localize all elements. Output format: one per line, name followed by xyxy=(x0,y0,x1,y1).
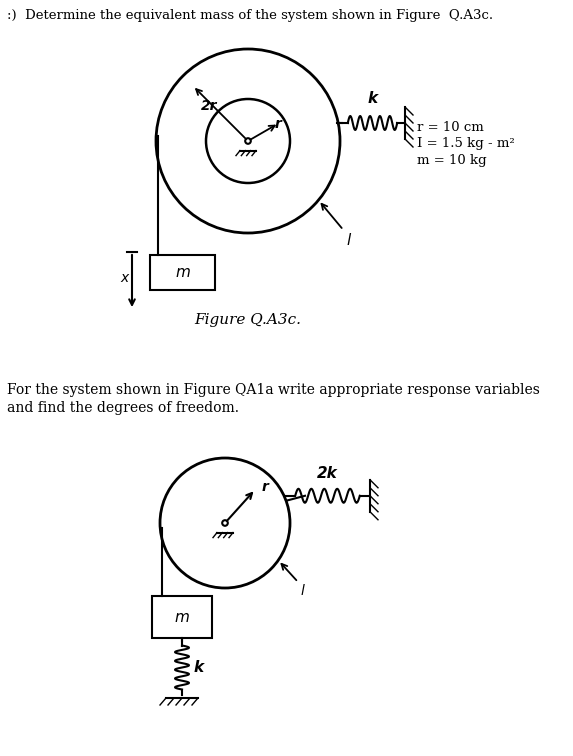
Text: x: x xyxy=(120,271,128,284)
Text: k: k xyxy=(367,91,378,106)
Text: m = 10 kg: m = 10 kg xyxy=(417,154,486,167)
Text: Figure Q.A3c.: Figure Q.A3c. xyxy=(194,313,301,327)
Text: r = 10 cm: r = 10 cm xyxy=(417,121,484,134)
Text: r: r xyxy=(274,117,281,132)
Text: l: l xyxy=(347,233,351,248)
Text: 2r: 2r xyxy=(201,100,218,113)
Bar xyxy=(150,255,215,290)
Text: :)  Determine the equivalent mass of the system shown in Figure  Q.A3c.: :) Determine the equivalent mass of the … xyxy=(7,9,493,22)
Text: and find the degrees of freedom.: and find the degrees of freedom. xyxy=(7,401,239,415)
Text: k: k xyxy=(194,661,204,676)
Text: I = 1.5 kg - m²: I = 1.5 kg - m² xyxy=(417,137,515,150)
Text: 2k: 2k xyxy=(317,466,338,481)
Text: For the system shown in Figure QA1a write appropriate response variables: For the system shown in Figure QA1a writ… xyxy=(7,383,540,397)
Text: l: l xyxy=(300,584,304,598)
Bar xyxy=(152,596,212,638)
Text: r: r xyxy=(261,480,268,494)
Text: m: m xyxy=(175,609,190,624)
Text: m: m xyxy=(175,265,190,280)
